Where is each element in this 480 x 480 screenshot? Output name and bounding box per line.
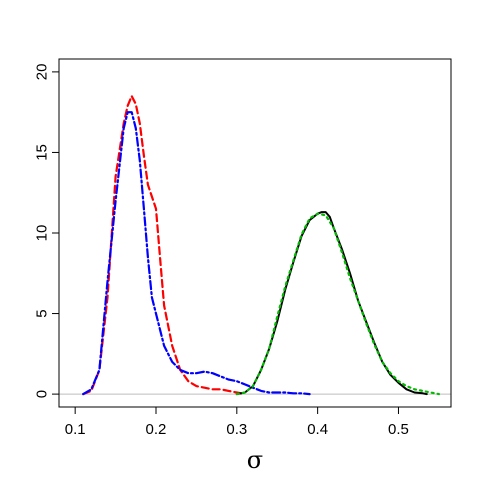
x-tick-label: 0.4 <box>307 421 328 438</box>
y-tick-label: 0 <box>34 390 51 398</box>
x-axis: 0.1 0.2 0.3 0.4 0.5 <box>65 406 409 438</box>
x-tick-label: 0.5 <box>388 421 409 438</box>
plot-frame <box>58 58 452 408</box>
y-tick-label: 5 <box>34 309 51 317</box>
density-curve-3-solid <box>235 211 428 396</box>
y-tick-label: 15 <box>34 144 51 161</box>
series-lines <box>59 94 451 396</box>
y-axis: 0 5 10 15 20 <box>34 64 60 398</box>
x-tick-label: 0.2 <box>146 421 167 438</box>
y-tick-label: 20 <box>34 64 51 81</box>
density-curve-4-dotted <box>235 212 440 396</box>
x-tick-label: 0.1 <box>65 421 86 438</box>
y-tick-label: 10 <box>34 225 51 242</box>
density-curve-2-dashdot <box>82 111 311 396</box>
x-axis-title: σ <box>247 446 263 474</box>
x-tick-label: 0.3 <box>226 421 247 438</box>
density-curve-1-dashed <box>82 94 246 396</box>
